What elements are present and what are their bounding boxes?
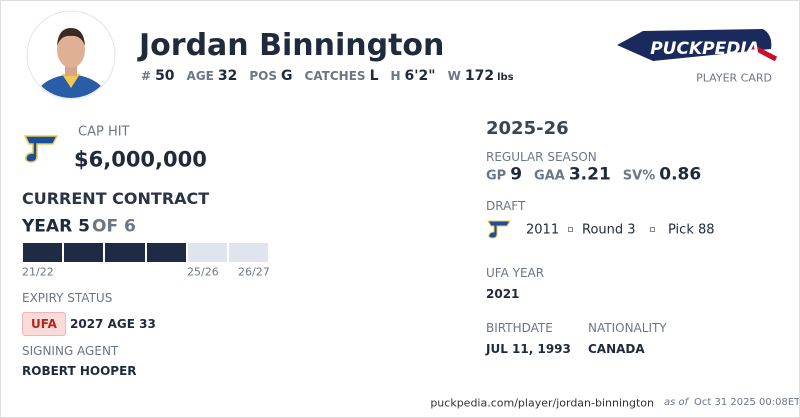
- stat-value: 172: [464, 68, 495, 84]
- avatar: [26, 10, 116, 100]
- season-label: 25/26: [187, 265, 219, 279]
- cap-hit-value: $6,000,000: [74, 147, 207, 172]
- stat-label: SV%: [622, 168, 656, 184]
- season-stats: GP 9 GAA 3.21 SV% 0.86: [486, 164, 713, 185]
- season-label: 21/22: [22, 265, 54, 279]
- stat-label: GAA: [534, 168, 565, 184]
- season-title: 2025-26: [486, 118, 569, 139]
- draft-year: 2011: [526, 222, 560, 238]
- player-name: Jordan Binnington: [139, 28, 445, 63]
- expiry-label: EXPIRY STATUS: [22, 291, 113, 305]
- stat-label: CATCHES: [304, 69, 366, 83]
- draft-label: DRAFT: [486, 199, 526, 213]
- bar-segment: [187, 243, 227, 262]
- draft-pick: Pick 88: [668, 222, 715, 238]
- nationality-value: CANADA: [588, 342, 645, 356]
- cap-hit-label: CAP HIT: [78, 124, 130, 140]
- bar-segment: [146, 243, 186, 262]
- stat-label: H: [390, 69, 401, 83]
- ufa-value: 2021: [486, 287, 520, 301]
- stat-value: 6'2": [404, 68, 436, 84]
- stat-label: #: [141, 69, 152, 83]
- stat-value: G: [281, 68, 293, 84]
- season-label: 26/27: [238, 265, 270, 279]
- footer-url[interactable]: puckpedia.com/player/jordan-binnington: [430, 396, 654, 410]
- bar-segment: [64, 243, 104, 262]
- logo-subtitle: PLAYER CARD: [696, 71, 772, 85]
- stat-label: GP: [486, 168, 507, 184]
- stat-label: W: [447, 69, 461, 83]
- draft-round: Round 3: [582, 222, 636, 238]
- separator: [650, 227, 655, 232]
- contract-title: CURRENT CONTRACT: [22, 189, 210, 208]
- nationality-label: NATIONALITY: [588, 321, 667, 335]
- stat-unit: lbs: [497, 72, 514, 83]
- stat-value: 32: [217, 68, 238, 84]
- logo: PUCKPEDIA: [617, 29, 778, 62]
- footer-date: Oct 31 2025 00:08ET: [694, 397, 800, 408]
- birth-value: JUL 11, 1993: [486, 342, 571, 356]
- bar-segment: [23, 243, 63, 262]
- stat-value: 50: [155, 68, 175, 84]
- expiry-badge: UFA: [22, 312, 66, 336]
- stat-value: 0.86: [659, 164, 702, 185]
- header-stats: #50 AGE 32 POS G CATCHES L H 6'2" W 172 lbs: [141, 69, 526, 83]
- team-logo: [23, 135, 59, 163]
- draft-team-logo: [487, 220, 511, 239]
- footer-as-of: as of: [664, 397, 689, 408]
- birth-label: BIRTHDATE: [486, 321, 553, 335]
- ufa-label: UFA YEAR: [486, 266, 545, 280]
- separator: [568, 227, 573, 232]
- contract-of: OF 6: [92, 216, 136, 237]
- logo-text: PUCKPEDIA: [650, 39, 760, 59]
- bar-segment: [228, 243, 269, 262]
- stat-label: AGE: [186, 69, 214, 83]
- stat-value: 3.21: [568, 164, 611, 185]
- stat-value: L: [369, 68, 379, 84]
- stat-value: 9: [510, 164, 523, 185]
- agent-label: SIGNING AGENT: [22, 344, 119, 358]
- season-label: REGULAR SEASON: [486, 150, 597, 164]
- bar-segment: [105, 243, 145, 262]
- stat-label: POS: [249, 69, 278, 83]
- contract-bar: [23, 243, 269, 262]
- contract-year: YEAR 5: [22, 216, 90, 237]
- expiry-detail: 2027 AGE 33: [70, 317, 156, 331]
- agent-name: ROBERT HOOPER: [22, 364, 137, 378]
